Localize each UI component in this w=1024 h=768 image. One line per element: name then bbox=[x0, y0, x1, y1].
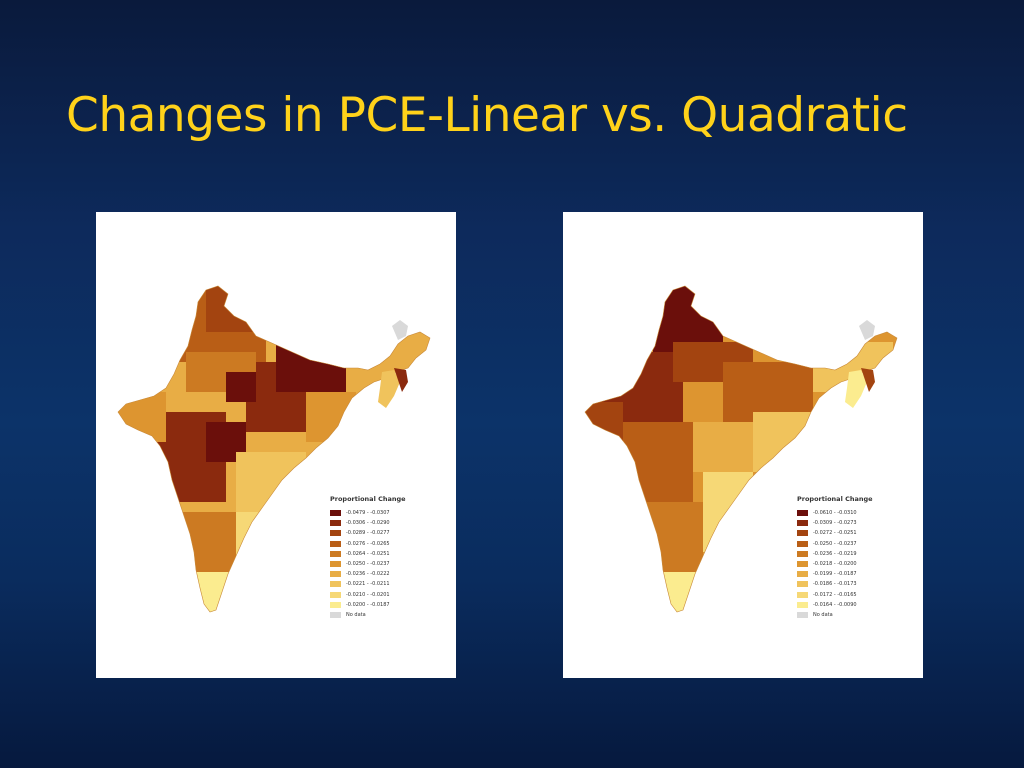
india-choropleth-map-linear bbox=[117, 285, 431, 613]
legend-swatch bbox=[797, 611, 808, 618]
legend-swatch bbox=[797, 601, 808, 608]
legend-item: -0.0172 - -0.0165 bbox=[797, 590, 915, 600]
legend-swatch bbox=[797, 591, 808, 598]
legend-item: -0.0306 - -0.0290 bbox=[330, 518, 448, 528]
legend-swatch bbox=[797, 581, 808, 588]
legend-label: -0.0610 - -0.0310 bbox=[813, 510, 857, 517]
legend-item: -0.0272 - -0.0251 bbox=[797, 528, 915, 538]
legend-label: -0.0276 - -0.0265 bbox=[346, 540, 390, 547]
legend-label: No data bbox=[813, 611, 833, 618]
legend-item: No data bbox=[330, 610, 448, 620]
legend-label: -0.0210 - -0.0201 bbox=[346, 591, 390, 598]
legend-label: -0.0218 - -0.0200 bbox=[813, 561, 857, 568]
legend-item: -0.0210 - -0.0201 bbox=[330, 590, 448, 600]
quadratic-map-panel: Proportional Change -0.0610 - -0.0310 -0.… bbox=[563, 212, 923, 678]
legend-swatch bbox=[330, 591, 341, 598]
legend-item: -0.0610 - -0.0310 bbox=[797, 508, 915, 518]
legend-label: -0.0289 - -0.0277 bbox=[346, 530, 390, 537]
legend-title: Proportional Change bbox=[797, 495, 873, 503]
legend-swatch bbox=[330, 520, 341, 527]
legend-label: -0.0236 - -0.0222 bbox=[346, 571, 390, 578]
legend-label: -0.0236 - -0.0219 bbox=[813, 550, 857, 557]
legend-item: -0.0236 - -0.0219 bbox=[797, 549, 915, 559]
legend-swatch bbox=[330, 601, 341, 608]
legend-label: -0.0199 - -0.0187 bbox=[813, 571, 857, 578]
legend-swatch bbox=[330, 550, 341, 557]
legend-item: -0.0218 - -0.0200 bbox=[797, 559, 915, 569]
legend-swatch bbox=[797, 520, 808, 527]
india-choropleth-map-quadratic bbox=[584, 285, 898, 613]
legend-label: -0.0264 - -0.0251 bbox=[346, 550, 390, 557]
legend-swatch bbox=[797, 550, 808, 557]
legend-item: -0.0236 - -0.0222 bbox=[330, 569, 448, 579]
legend-label: -0.0306 - -0.0290 bbox=[346, 520, 390, 527]
linear-map-panel: Proportional Change -0.0479 - -0.0307 -0.… bbox=[96, 212, 456, 678]
slide-title: Changes in PCE-Linear vs. Quadratic bbox=[66, 88, 908, 143]
legend-item: No data bbox=[797, 610, 915, 620]
legend-swatch bbox=[330, 561, 341, 568]
legend-item: -0.0186 - -0.0173 bbox=[797, 579, 915, 589]
legend-items: -0.0610 - -0.0310 -0.0309 - -0.0273 -0.027… bbox=[797, 508, 915, 620]
legend-item: -0.0164 - -0.0090 bbox=[797, 600, 915, 610]
legend-label: -0.0164 - -0.0090 bbox=[813, 601, 857, 608]
legend-label: -0.0272 - -0.0251 bbox=[813, 530, 857, 537]
legend-item: -0.0199 - -0.0187 bbox=[797, 569, 915, 579]
map-legend: Proportional Change -0.0479 - -0.0307 -0.… bbox=[330, 495, 448, 620]
legend-swatch bbox=[330, 571, 341, 578]
legend-label: No data bbox=[346, 611, 366, 618]
legend-title: Proportional Change bbox=[330, 495, 406, 503]
legend-swatch bbox=[330, 611, 341, 618]
legend-label: -0.0250 - -0.0237 bbox=[813, 540, 857, 547]
legend-swatch bbox=[330, 540, 341, 547]
legend-swatch bbox=[330, 530, 341, 537]
legend-swatch bbox=[797, 540, 808, 547]
legend-label: -0.0221 - -0.0211 bbox=[346, 581, 390, 588]
legend-label: -0.0309 - -0.0273 bbox=[813, 520, 857, 527]
legend-swatch bbox=[797, 561, 808, 568]
legend-item: -0.0250 - -0.0237 bbox=[797, 539, 915, 549]
legend-item: -0.0276 - -0.0265 bbox=[330, 539, 448, 549]
legend-swatch bbox=[330, 581, 341, 588]
legend-swatch bbox=[797, 571, 808, 578]
legend-swatch bbox=[330, 510, 341, 517]
legend-item: -0.0309 - -0.0273 bbox=[797, 518, 915, 528]
legend-swatch bbox=[797, 510, 808, 517]
legend-item: -0.0250 - -0.0237 bbox=[330, 559, 448, 569]
legend-items: -0.0479 - -0.0307 -0.0306 - -0.0290 -0.028… bbox=[330, 508, 448, 620]
legend-item: -0.0479 - -0.0307 bbox=[330, 508, 448, 518]
legend-item: -0.0264 - -0.0251 bbox=[330, 549, 448, 559]
legend-item: -0.0200 - -0.0187 bbox=[330, 600, 448, 610]
legend-label: -0.0200 - -0.0187 bbox=[346, 601, 390, 608]
legend-label: -0.0250 - -0.0237 bbox=[346, 561, 390, 568]
map-legend: Proportional Change -0.0610 - -0.0310 -0.… bbox=[797, 495, 915, 620]
legend-label: -0.0479 - -0.0307 bbox=[346, 510, 390, 517]
legend-label: -0.0172 - -0.0165 bbox=[813, 591, 857, 598]
legend-item: -0.0289 - -0.0277 bbox=[330, 528, 448, 538]
legend-item: -0.0221 - -0.0211 bbox=[330, 579, 448, 589]
legend-swatch bbox=[797, 530, 808, 537]
legend-label: -0.0186 - -0.0173 bbox=[813, 581, 857, 588]
